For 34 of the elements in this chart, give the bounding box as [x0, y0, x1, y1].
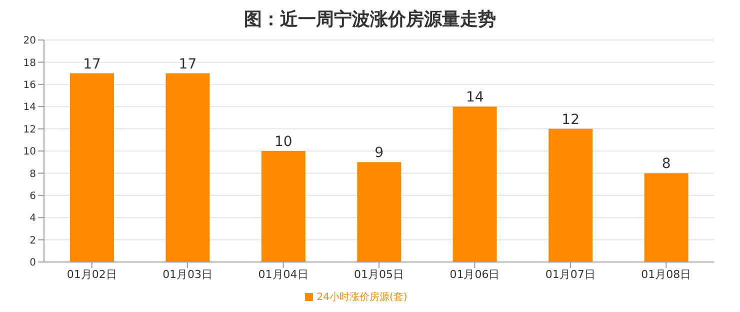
- y-tick-label: 10: [23, 146, 36, 158]
- y-tick-label: 2: [30, 235, 36, 246]
- x-tick-label: 01月08日: [641, 268, 692, 281]
- data-label: 14: [466, 90, 484, 106]
- data-label: 17: [83, 56, 101, 72]
- legend-label: 24小时涨价房源(套): [316, 292, 408, 303]
- data-label: 10: [274, 134, 292, 150]
- y-tick-label: 8: [30, 168, 36, 180]
- x-tick-label: 01月03日: [162, 268, 213, 281]
- x-tick-label: 01月06日: [450, 268, 500, 281]
- x-tick-label: 01月05日: [354, 268, 404, 281]
- y-tick-label: 0: [30, 258, 36, 269]
- x-tick-label: 01月02日: [66, 268, 117, 281]
- y-tick-label: 20: [23, 36, 36, 47]
- bar: [644, 173, 688, 262]
- y-tick-label: 18: [23, 58, 36, 69]
- x-tick-label: 01月07日: [545, 268, 596, 281]
- bar: [70, 73, 114, 262]
- y-tick-label: 6: [30, 190, 36, 202]
- data-label: 9: [374, 145, 384, 162]
- y-tick-label: 14: [23, 102, 36, 114]
- data-label: 17: [178, 56, 197, 72]
- bar: [548, 128, 593, 262]
- bar: [357, 162, 402, 262]
- bar: [166, 73, 210, 262]
- y-tick-label: 12: [23, 124, 36, 136]
- data-label: 8: [662, 156, 671, 172]
- data-label: 12: [562, 112, 580, 128]
- bar: [452, 106, 497, 262]
- y-tick-label: 16: [23, 80, 36, 91]
- chart-title: 图：近一周宁波涨价房源量走势: [243, 8, 497, 32]
- bar: [261, 151, 306, 262]
- x-tick-label: 01月04日: [258, 268, 308, 281]
- y-tick-label: 4: [30, 213, 36, 224]
